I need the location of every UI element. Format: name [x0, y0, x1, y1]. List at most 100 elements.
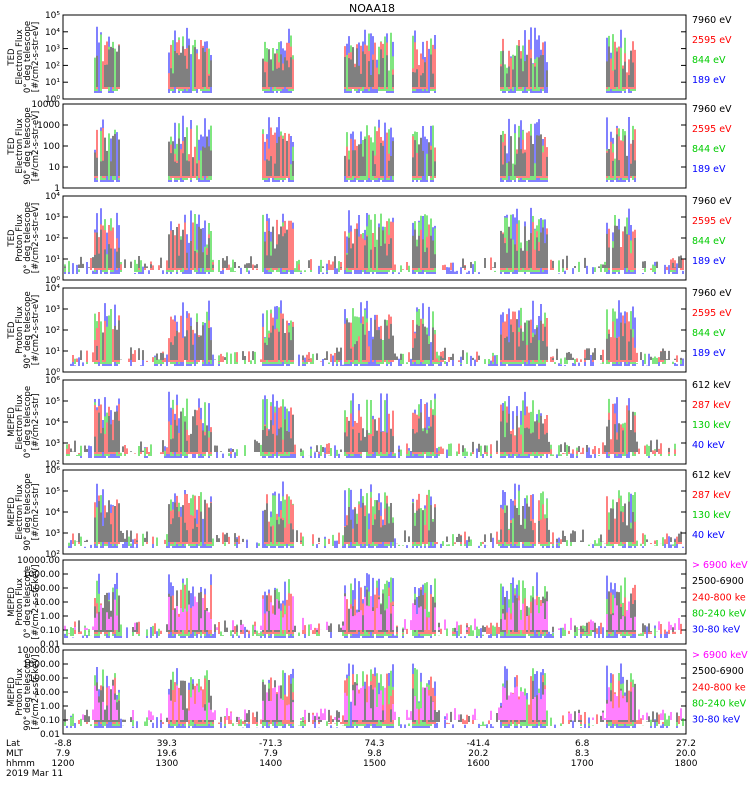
x-tick-hhmm: 1400: [259, 759, 282, 769]
y-tick-label: 1: [54, 184, 60, 194]
x-tick-lat: 27.2: [676, 739, 696, 749]
legend-entry: 30-80 keV: [692, 625, 741, 636]
y-tick-label: 10000: [31, 100, 60, 110]
y-axis-label: [#/cm2-s-str-keV]: [31, 655, 41, 730]
legend-entry: 844 eV: [692, 328, 726, 339]
legend-entry: 2500-6900: [692, 666, 744, 677]
legend-entry: 287 keV: [692, 490, 731, 501]
y-axis-label: 0° deg telescope: [23, 386, 33, 458]
x-tick-mlt: 8.3: [575, 749, 589, 759]
legend-entry: 40 keV: [692, 440, 725, 451]
series-trace: [68, 685, 682, 720]
x-tick-mlt: 20.0: [676, 749, 696, 759]
y-axis-label: [#/cm2-s-str-eV]: [31, 295, 41, 365]
legend-entry: 2595 eV: [692, 216, 732, 227]
legend-entry: 30-80 keV: [692, 715, 741, 726]
y-tick-label: 10000.00: [17, 556, 60, 566]
legend-entry: 7960 eV: [692, 196, 732, 207]
panel-8: 0.01 0.10 1.00 10.00 100.00 1000.00 10000.00 ME…: [7, 646, 748, 740]
y-tick-label: 10⁴: [45, 284, 60, 294]
x-tick-hhmm: 1500: [363, 759, 386, 769]
legend-entry: 189 eV: [692, 348, 726, 359]
y-tick-label: 1.00: [40, 702, 60, 712]
y-tick-label: 1000.00: [23, 570, 60, 580]
series-trace: [78, 589, 674, 632]
legend-entry: 189 eV: [692, 75, 726, 86]
x-tick-lat: -41.4: [467, 739, 491, 749]
y-axis-label: TED: [7, 229, 17, 248]
y-tick-label: 1000: [37, 121, 60, 131]
y-tick-label: 10⁴: [45, 508, 60, 518]
y-axis-label: 90° deg telescope: [23, 473, 33, 551]
legend-entry: 287 keV: [692, 400, 731, 411]
x-tick-lat: -71.3: [259, 739, 282, 749]
y-tick-label: 10: [49, 163, 61, 173]
y-tick-label: 1000.00: [23, 660, 60, 670]
series-trace: [64, 668, 684, 726]
panels: 10⁰ 10¹ 10² 10³ 10⁴ 10⁵ TED Electron Flux 0° deg…: [7, 11, 748, 740]
y-axis-label: 90° deg telescope: [23, 107, 33, 185]
legend-entry: > 6900 keV: [692, 560, 748, 571]
x-tick-hhmm: 1700: [571, 759, 594, 769]
x-tick-hhmm: 1800: [675, 759, 698, 769]
y-axis-label: [#/cm2-s-str]: [31, 394, 41, 451]
y-tick-label: 10²: [45, 234, 60, 244]
y-tick-label: 10⁰: [45, 95, 60, 105]
y-axis-label: Proton Flux: [15, 214, 25, 262]
y-tick-label: 10⁵: [45, 11, 60, 21]
y-axis-label: TED: [7, 137, 17, 156]
y-tick-label: 10⁴: [45, 28, 60, 38]
x-tick-lat: 74.3: [364, 739, 384, 749]
panel-7: 0.01 0.10 1.00 10.00 100.00 1000.00 10000.00 ME…: [7, 556, 748, 650]
y-tick-label: 10³: [45, 439, 60, 449]
y-axis-label: [#/cm2-s-str-keV]: [31, 565, 41, 640]
series-trace: [94, 134, 636, 176]
y-axis-label: 0° deg telescope: [23, 21, 33, 93]
legend-entry: 189 eV: [692, 164, 726, 175]
legend-entry: 240-800 ke: [692, 682, 746, 693]
legend-entry: 7960 eV: [692, 104, 732, 115]
series-trace: [64, 207, 684, 274]
y-tick-label: 10³: [45, 305, 60, 315]
series-trace: [96, 45, 634, 87]
legend-entry: 612 keV: [692, 470, 731, 481]
x-tick-lat: 6.8: [575, 739, 590, 749]
legend-entry: 2595 eV: [692, 308, 732, 319]
y-axis-label: Electron Flux: [15, 484, 25, 539]
y-axis-label: Proton Flux: [15, 578, 25, 626]
y-tick-label: 10³: [45, 213, 60, 223]
y-tick-label: 100: [43, 142, 60, 152]
legend-entry: 844 eV: [692, 236, 726, 247]
y-tick-label: 10⁵: [45, 397, 60, 407]
y-axis-label: TED: [7, 321, 17, 340]
series-trace: [64, 595, 680, 630]
y-axis-label: 0° deg telescope: [23, 566, 33, 638]
y-tick-label: 10⁶: [45, 376, 60, 386]
legend-entry: 80-240 keV: [692, 698, 747, 709]
y-tick-label: 10⁶: [45, 466, 60, 476]
y-tick-label: 10.00: [34, 598, 60, 608]
y-tick-label: 10⁰: [45, 276, 60, 286]
y-axis-label: [#/cm2-s-str-eV]: [31, 203, 41, 273]
x-tick-mlt: 7.9: [56, 749, 71, 759]
y-tick-label: 10¹: [45, 78, 60, 88]
legend-entry: > 6900 keV: [692, 650, 748, 661]
y-tick-label: 100.00: [29, 674, 61, 684]
y-axis-label: MEPED: [7, 587, 17, 617]
legend-entry: 844 eV: [692, 55, 726, 66]
y-tick-label: 0.10: [40, 716, 60, 726]
y-tick-label: 10¹: [45, 347, 60, 357]
y-axis-label: 90° deg telescope: [23, 291, 33, 369]
y-tick-label: 10²: [45, 61, 60, 71]
y-axis-label: 0° deg telescope: [23, 202, 33, 274]
y-tick-label: 10⁴: [45, 192, 60, 202]
y-tick-label: 0.10: [40, 626, 60, 636]
y-axis-label: TED: [7, 48, 17, 67]
